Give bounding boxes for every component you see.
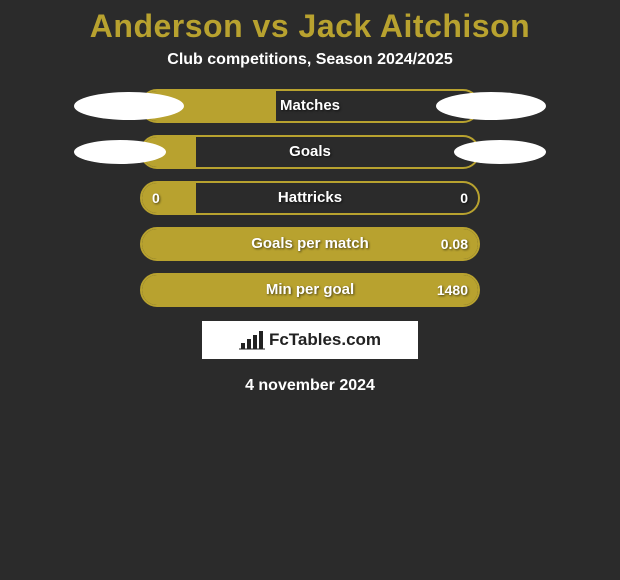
stat-bar-fill-left — [142, 275, 478, 305]
player-ellipse-left — [74, 92, 184, 120]
subtitle: Club competitions, Season 2024/2025 — [0, 51, 620, 89]
comparison-widget: Anderson vs Jack Aitchison Club competit… — [0, 0, 620, 395]
stat-row: Hattricks00 — [70, 181, 550, 215]
stat-bar — [140, 227, 480, 261]
bar-chart-icon — [239, 329, 265, 351]
stat-row: Matches812 — [70, 89, 550, 123]
branding-text: FcTables.com — [269, 330, 381, 350]
stat-bar — [140, 135, 480, 169]
stat-bar — [140, 89, 480, 123]
page-title: Anderson vs Jack Aitchison — [0, 0, 620, 51]
date-label: 4 november 2024 — [0, 377, 620, 395]
stat-row: Min per goal1480 — [70, 273, 550, 307]
player-ellipse-right — [436, 92, 546, 120]
stat-row: Goals01 — [70, 135, 550, 169]
player-ellipse-left — [74, 140, 166, 164]
player-ellipse-right — [454, 140, 546, 164]
stat-bar-fill-left — [142, 183, 196, 213]
stat-row: Goals per match0.08 — [70, 227, 550, 261]
stat-bar — [140, 181, 480, 215]
stat-bar — [140, 273, 480, 307]
stat-bar-fill-left — [142, 229, 478, 259]
stats-block: Matches812 Goals01 Hattricks00 Goals per ma… — [0, 89, 620, 307]
branding-badge[interactable]: FcTables.com — [202, 321, 418, 359]
